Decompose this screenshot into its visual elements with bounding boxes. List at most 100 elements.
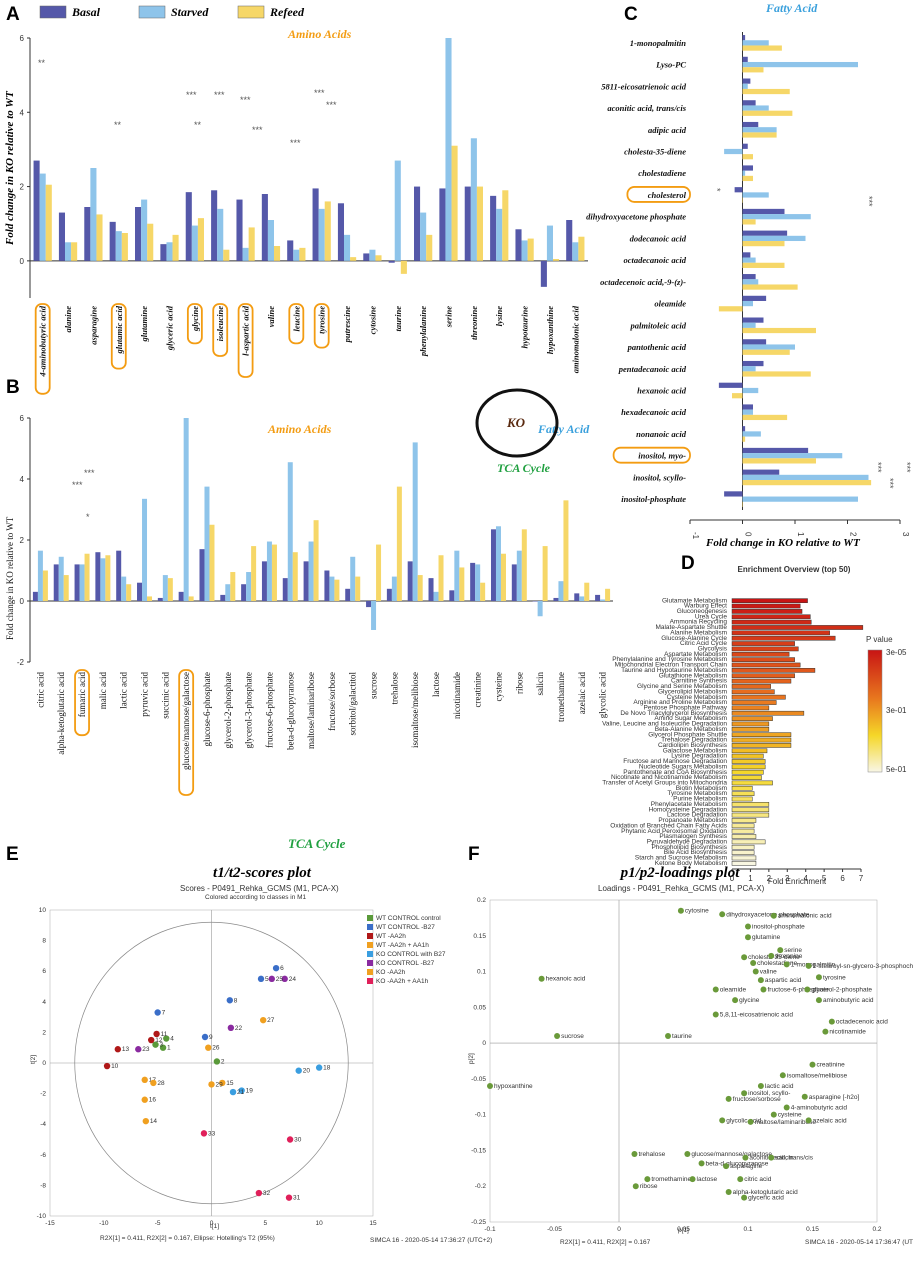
score-point-label: 16 (149, 1097, 157, 1104)
y-tick-label: -2 (17, 658, 25, 667)
loading-point (815, 974, 822, 981)
category-label: isoleucine (215, 306, 225, 342)
bar-refeed (417, 575, 423, 601)
bar-starved (742, 279, 759, 285)
enrichment-bar (731, 839, 766, 845)
bar-basal (464, 186, 471, 261)
category-label: maltose/laminaribose (306, 672, 316, 749)
x-tick-label: 0.2 (872, 1226, 881, 1233)
score-point-label: 22 (235, 1025, 243, 1032)
loading-point-label: ribose (640, 1183, 658, 1190)
bar-refeed (172, 234, 179, 261)
bar-basal (428, 578, 434, 601)
y-tick-label: 2 (20, 183, 25, 192)
legend-swatch (367, 969, 373, 975)
score-point-label: 2 (221, 1058, 225, 1065)
legend-entry: WT CONTROL control (376, 915, 441, 922)
bar-basal (414, 186, 421, 261)
pathway-label: Alanine Metabolism (670, 629, 727, 636)
bar-starved (121, 576, 127, 601)
bar-starved (371, 601, 377, 630)
bar-refeed (188, 596, 194, 601)
bar-starved (742, 127, 777, 133)
loading-point-label: cholesta-35-diene (748, 954, 800, 961)
bar-basal (407, 561, 413, 601)
category-label: fructose/sorbose (327, 672, 337, 731)
category-label: cholestadiene (638, 168, 686, 178)
x-tick-label: 0 (617, 1226, 621, 1233)
loading-point-label: cholestadiene (757, 960, 797, 967)
loading-point-label: cytosine (685, 908, 709, 915)
category-label: oleamide (654, 299, 686, 309)
x-tick-label: -0.05 (547, 1226, 562, 1233)
pathway-label: Lactose Degradation (667, 812, 727, 819)
category-label: salicin (535, 672, 545, 696)
y-tick-label: -6 (40, 1152, 46, 1159)
bar-basal (718, 382, 743, 388)
pathway-label: Mitochondrial Electron Transport Chain (615, 662, 728, 669)
significance-mark: *** (290, 138, 301, 148)
bar-refeed (742, 88, 790, 95)
loading-point (809, 1061, 816, 1068)
highlight-circle (186, 303, 203, 345)
loading-point (732, 997, 739, 1004)
bar-basal (734, 187, 743, 193)
loading-point (719, 911, 726, 918)
bar-refeed (350, 257, 357, 261)
loading-point-label: tromethamine (651, 1176, 691, 1183)
significance-mark: *** (314, 88, 325, 98)
bar-starved (369, 249, 376, 261)
loading-point (745, 923, 751, 930)
bar-basal (261, 194, 268, 261)
loading-point-label: nicotinamide (829, 1029, 866, 1036)
panel-c-xlabel: Fold change in KO relative to WT (705, 537, 861, 549)
plot-frame (489, 899, 878, 1223)
colorbar (867, 649, 883, 773)
enrichment-bar (731, 630, 830, 636)
loading-point-label: glucose/mannose/galactose (691, 1151, 772, 1158)
score-point (315, 1064, 323, 1071)
legend-entry: WT CONTROL -B27 (376, 924, 435, 931)
bar-starved (433, 591, 439, 601)
legend-swatch (367, 978, 373, 984)
bar-refeed (500, 553, 506, 601)
bar-basal (742, 360, 764, 367)
score-point (201, 1033, 209, 1041)
x-tick-label: 3 (785, 874, 790, 883)
significance-mark: *** (902, 462, 912, 473)
loading-point (777, 947, 784, 954)
bar-starved (39, 173, 46, 261)
pathway-label: Trehalose Degradation (661, 737, 727, 744)
bar-basal (388, 260, 395, 263)
enrichment-bar (731, 705, 770, 711)
score-point (285, 1194, 293, 1201)
loading-point (665, 1032, 672, 1039)
category-label: isomaltose/melibiose (410, 672, 420, 748)
score-point (154, 1009, 161, 1016)
score-point (103, 1062, 111, 1070)
x-tick-label: 0.15 (806, 1226, 819, 1233)
score-point (295, 1067, 302, 1074)
bar-refeed (324, 201, 331, 261)
enrichment-bar (731, 743, 792, 748)
bar-basal (553, 597, 559, 601)
bar-starved (742, 214, 811, 220)
score-point-label: 20 (303, 1068, 311, 1075)
bar-starved (142, 498, 148, 601)
bar-basal (109, 221, 116, 261)
legend-entry: WT -AA2h + AA1h (376, 942, 429, 949)
pathway-label: Citric Acid Cycle (680, 640, 727, 647)
bar-refeed (605, 588, 611, 601)
pathway-label: Tyrosine Metabolism (667, 790, 727, 797)
loading-point-label: valine (760, 969, 777, 976)
bar-basal (116, 550, 122, 601)
bar-starved (445, 38, 452, 261)
bar-starved (572, 242, 579, 261)
significance-mark: *** (240, 95, 251, 105)
pathway-label: Biotin Metabolism (676, 785, 727, 792)
category-label: aconitic acid, trans/cis (607, 103, 686, 113)
enrichment-bar (731, 716, 773, 721)
bar-starved (600, 599, 606, 601)
score-point-label: 23 (142, 1046, 150, 1053)
score-point (205, 1044, 212, 1051)
